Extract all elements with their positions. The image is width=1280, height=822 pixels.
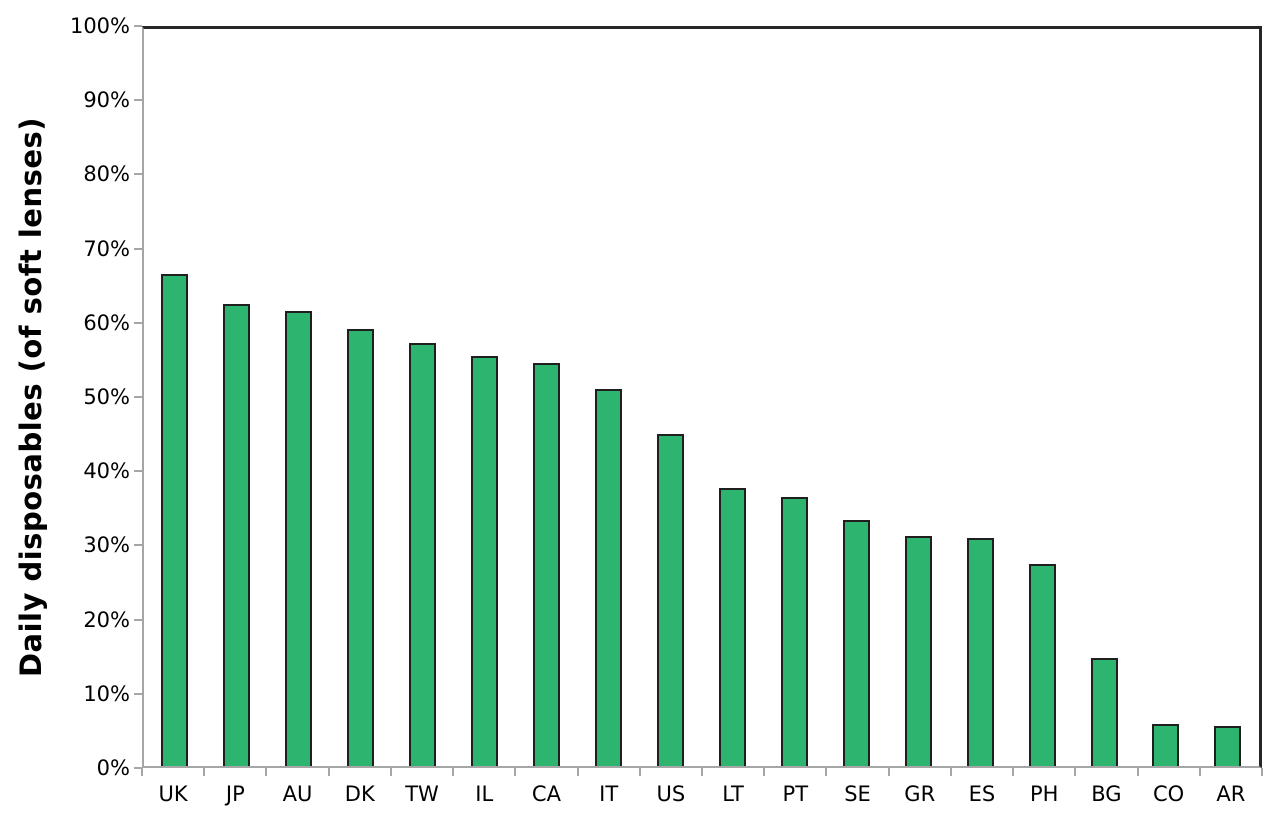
y-tick-label-0pct: 0% [96,756,130,780]
x-tick-mark [265,768,268,776]
y-tick-mark [134,544,142,547]
bar-slot-au [268,29,330,766]
bar-slot-it [578,29,640,766]
bar-il [471,355,499,766]
bar-slot-lt [701,29,763,766]
x-tick-mark [576,768,579,776]
x-tick-label-jp: JP [225,782,245,806]
x-tick-mark [141,768,143,776]
y-tick-label-100pct: 100% [69,14,130,38]
x-tick-mark [638,768,641,776]
x-tick-label-co: CO [1153,782,1185,806]
bar-lt [718,488,746,766]
x-tick-mark [1198,768,1201,776]
x-tick-label-it: IT [599,782,619,806]
bar-au [285,311,313,766]
y-tick-label-10pct: 10% [83,681,130,706]
x-tick-label-gr: GR [904,782,936,806]
x-tick-label-au: AU [282,782,313,806]
y-tick-mark [134,618,142,621]
x-tick-label-ar: AR [1216,782,1246,806]
x-tick-mark [1074,768,1077,776]
x-tick-mark [514,768,517,776]
bar-uk [161,274,189,766]
y-tick-label-20pct: 20% [83,607,130,632]
x-tick-mark [389,768,392,776]
x-tick-mark [327,768,330,776]
bar-slot-il [454,29,516,766]
x-tick-mark [701,768,703,776]
y-tick-mark [134,173,142,176]
y-tick-mark [134,767,142,769]
bar-slot-ar [1197,29,1259,766]
x-tick-mark [1136,768,1139,776]
bar-series [144,29,1259,766]
y-tick-label-30pct: 30% [83,533,130,558]
y-tick-mark [134,470,142,473]
bar-slot-dk [330,29,392,766]
bar-slot-pt [763,29,825,766]
bar-slot-bg [1073,29,1135,766]
bar-slot-ph [1011,29,1073,766]
bar-pt [780,497,808,766]
bar-bg [1090,658,1118,766]
x-tick-label-tw: TW [405,782,439,806]
bar-se [842,519,870,766]
bar-co [1152,724,1180,766]
x-tick-mark [1012,768,1015,776]
x-tick-mark [949,768,952,776]
x-tick-mark [887,768,890,776]
y-tick-label-70pct: 70% [83,236,130,261]
y-tick-mark [134,692,142,695]
y-tick-label-50pct: 50% [83,385,130,409]
x-tick-label-us: US [656,782,686,806]
bar-jp [223,303,251,766]
y-tick-mark [134,321,142,324]
bar-gr [904,536,932,766]
x-tick-label-ca: CA [531,782,561,806]
x-axis-labels: UK JP AU DK TW IL CA IT US LT PT SE GR ES PH BG CO AR [142,782,1262,806]
bar-slot-co [1135,29,1197,766]
bar-slot-tw [392,29,454,766]
x-tick-label-dk: DK [344,782,375,806]
bar-slot-jp [206,29,268,766]
bar-slot-us [640,29,702,766]
bar-tw [409,342,437,766]
bar-slot-ca [516,29,578,766]
bar-dk [347,328,375,766]
x-tick-label-lt: LT [722,782,744,806]
x-tick-label-il: IL [475,782,494,806]
y-tick-mark [134,25,142,27]
x-tick-label-es: ES [968,782,996,806]
y-tick-label-90pct: 90% [83,88,130,113]
bar-slot-uk [144,29,206,766]
x-tick-mark [1261,768,1263,776]
y-tick-mark [134,396,142,398]
x-tick-mark [763,768,766,776]
y-tick-label-40pct: 40% [83,459,130,484]
bar-slot-gr [887,29,949,766]
x-tick-mark [452,768,455,776]
bar-it [595,389,623,766]
y-tick-mark [134,247,142,250]
bar-slot-se [825,29,887,766]
y-tick-mark [134,99,142,102]
x-tick-label-uk: UK [158,782,188,806]
bar-ph [1028,564,1056,766]
y-tick-label-80pct: 80% [83,162,130,187]
x-tick-label-pt: PT [782,782,809,806]
x-tick-label-se: SE [844,782,871,806]
bar-ar [1214,726,1242,766]
plot-area [142,26,1262,768]
x-tick-mark [203,768,206,776]
bar-us [656,434,684,766]
x-tick-label-bg: BG [1091,782,1122,806]
y-tick-label-60pct: 60% [83,310,130,335]
bar-slot-es [949,29,1011,766]
bar-es [966,537,994,766]
x-tick-mark [825,768,828,776]
bar-ca [533,362,561,766]
x-tick-label-ph: PH [1029,782,1059,806]
